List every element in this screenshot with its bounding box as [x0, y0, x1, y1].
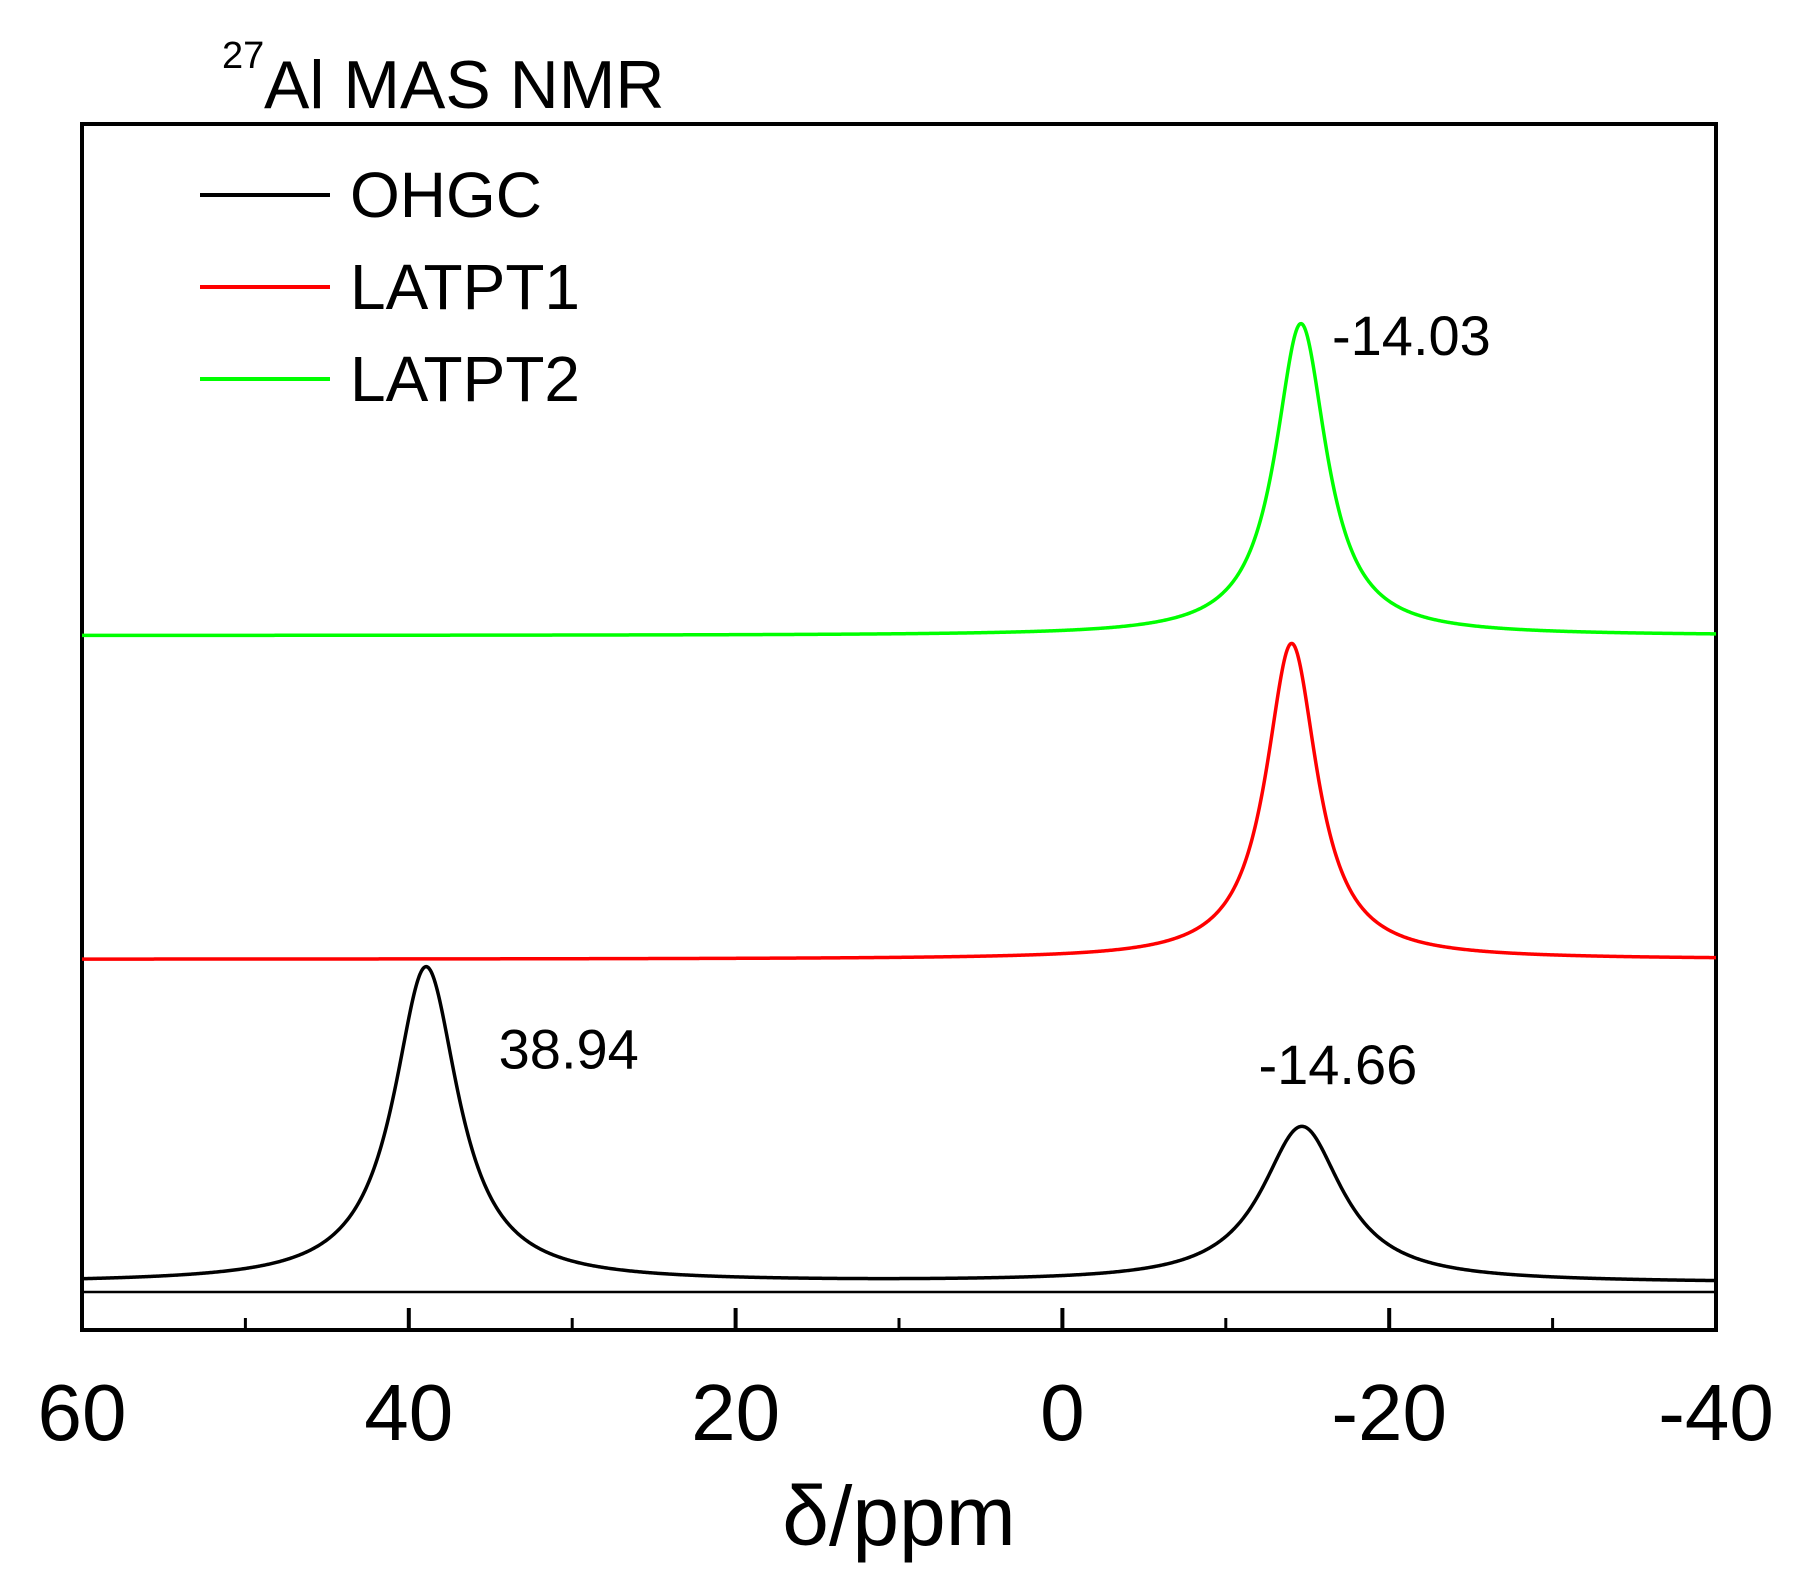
- chart-title: Al MAS NMR: [264, 47, 664, 123]
- x-tick-label: 60: [38, 1368, 127, 1457]
- x-axis-label: δ/ppm: [782, 1469, 1016, 1563]
- legend-label-ohgc: OHGC: [350, 159, 542, 231]
- x-axis-ticks: [80, 1308, 1718, 1330]
- peak-annotation: -14.03: [1332, 304, 1491, 367]
- legend-label-latpt2: LATPT2: [350, 343, 580, 415]
- x-tick-label: 40: [364, 1368, 453, 1457]
- series-layer: [81, 321, 1717, 1283]
- chart-title-superscript: 27: [222, 35, 264, 77]
- series-line-latpt2: [81, 321, 1717, 638]
- x-tick-label: -40: [1658, 1368, 1774, 1457]
- x-tick-label: -20: [1331, 1368, 1447, 1457]
- series-line-ohgc: [81, 964, 1717, 1283]
- legend-label-latpt1: LATPT1: [350, 251, 580, 323]
- annotation-layer: 38.94 -14.03 -14.66: [499, 304, 1491, 1096]
- series-line-latpt1: [81, 641, 1717, 961]
- peak-annotation: 38.94: [499, 1018, 639, 1081]
- peak-annotation: -14.66: [1258, 1033, 1417, 1096]
- legend: OHGC LATPT1 LATPT2: [200, 159, 580, 415]
- x-tick-label: 20: [691, 1368, 780, 1457]
- x-tick-label: 0: [1040, 1368, 1085, 1457]
- x-axis-tick-labels: 60 40 20 0 -20 -40: [38, 1368, 1774, 1457]
